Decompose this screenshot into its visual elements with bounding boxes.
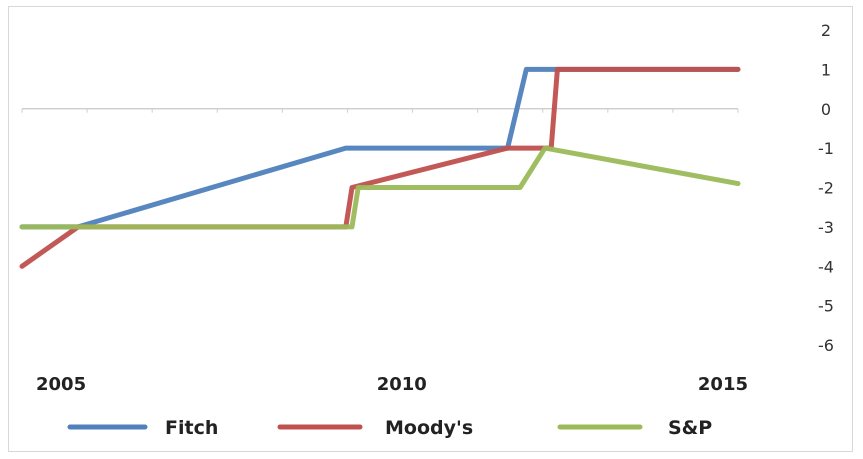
y-tick-label: -2 xyxy=(818,179,834,198)
legend-label-fitch: Fitch xyxy=(165,417,218,439)
x-tick-label: 2010 xyxy=(377,374,427,395)
series-line-fitch xyxy=(19,66,741,230)
y-tick-label: 1 xyxy=(821,60,831,79)
y-tick-label: 0 xyxy=(821,100,831,119)
x-tick-label: 2015 xyxy=(698,374,748,395)
y-tick-label: -1 xyxy=(818,139,834,158)
x-axis-ticks: 2005 2010 2015 xyxy=(36,374,748,395)
y-tick-label: -4 xyxy=(818,257,834,276)
series-line-s-p xyxy=(19,145,741,230)
series-lines xyxy=(19,66,741,269)
y-tick-label: -5 xyxy=(818,297,834,316)
series-line-moody-s xyxy=(19,66,741,269)
legend-label-s-p: S&P xyxy=(668,417,712,439)
legend: Fitch Moody's S&P xyxy=(67,417,712,439)
y-tick-label: -3 xyxy=(818,218,834,237)
x-tick-label: 2005 xyxy=(36,374,86,395)
legend-label-moody-s: Moody's xyxy=(385,417,473,439)
zero-axis xyxy=(21,108,739,113)
y-axis-ticks: 2 1 0 -1 -2 -3 -4 -5 -6 xyxy=(818,21,834,355)
y-tick-label: -6 xyxy=(818,336,834,355)
y-tick-label: 2 xyxy=(821,21,831,40)
